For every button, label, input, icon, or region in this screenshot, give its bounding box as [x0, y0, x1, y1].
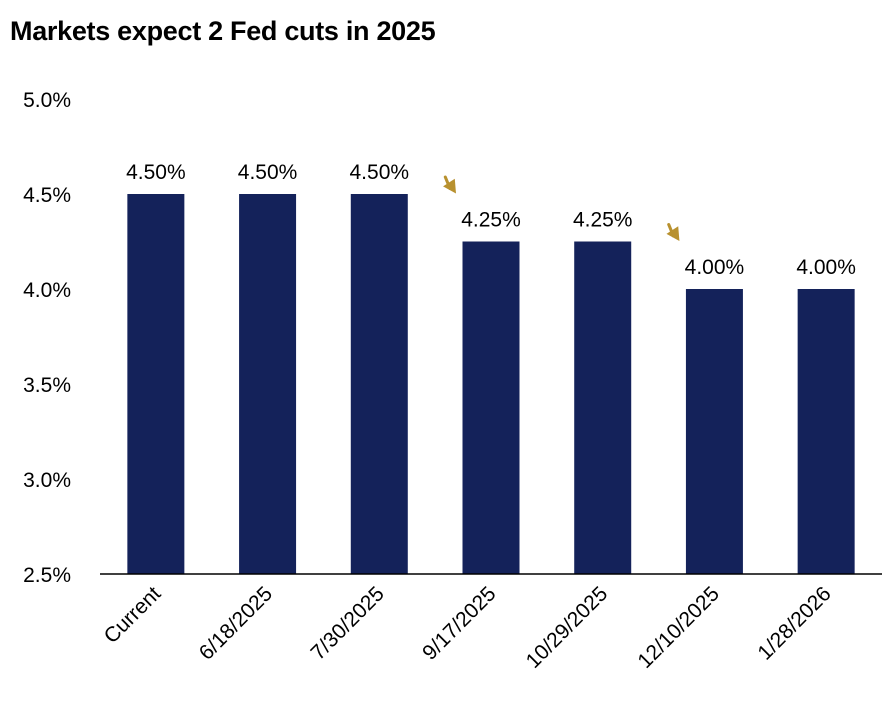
y-tick-label: 4.0% [23, 279, 71, 302]
x-tick-label: 6/18/2025 [195, 582, 277, 664]
bar [685, 289, 743, 574]
data-label: 4.50% [238, 161, 298, 184]
x-tick-label: 1/28/2026 [753, 582, 835, 664]
data-label: 4.00% [796, 256, 856, 279]
bar [350, 194, 408, 574]
y-tick-label: 4.5% [23, 184, 71, 207]
y-tick-label: 5.0% [23, 89, 71, 112]
bar [462, 241, 520, 574]
x-axis-labels: Current 6/18/2025 7/30/2025 9/17/2025 10/29/… [100, 582, 836, 673]
bar [239, 194, 297, 574]
cut-arrow [666, 223, 680, 241]
bar [797, 289, 855, 574]
data-label: 4.25% [461, 209, 521, 232]
y-tick-label: 2.5% [23, 564, 71, 587]
data-label: 4.00% [685, 256, 745, 279]
bars [127, 194, 855, 574]
x-tick-label: 10/29/2025 [522, 582, 613, 673]
x-tick-label: Current [100, 582, 166, 648]
bar [574, 241, 632, 574]
data-label: 4.50% [126, 161, 186, 184]
data-label: 4.25% [573, 209, 633, 232]
cut-arrow [443, 175, 456, 194]
data-label: 4.50% [350, 161, 410, 184]
y-tick-label: 3.0% [23, 469, 71, 492]
data-labels: 4.50% 4.50% 4.50% 4.25% 4.25% 4.00% 4.00% [126, 161, 856, 279]
chart-title: Markets expect 2 Fed cuts in 2025 [10, 16, 436, 46]
y-axis-ticks: 2.5% 3.0% 3.5% 4.0% 4.5% 5.0% [23, 89, 71, 587]
y-tick-label: 3.5% [23, 374, 71, 397]
bar [127, 194, 185, 574]
annotation-arrows [443, 175, 680, 241]
x-tick-label: 12/10/2025 [633, 582, 724, 673]
x-tick-label: 7/30/2025 [306, 582, 388, 664]
x-tick-label: 9/17/2025 [418, 582, 500, 664]
